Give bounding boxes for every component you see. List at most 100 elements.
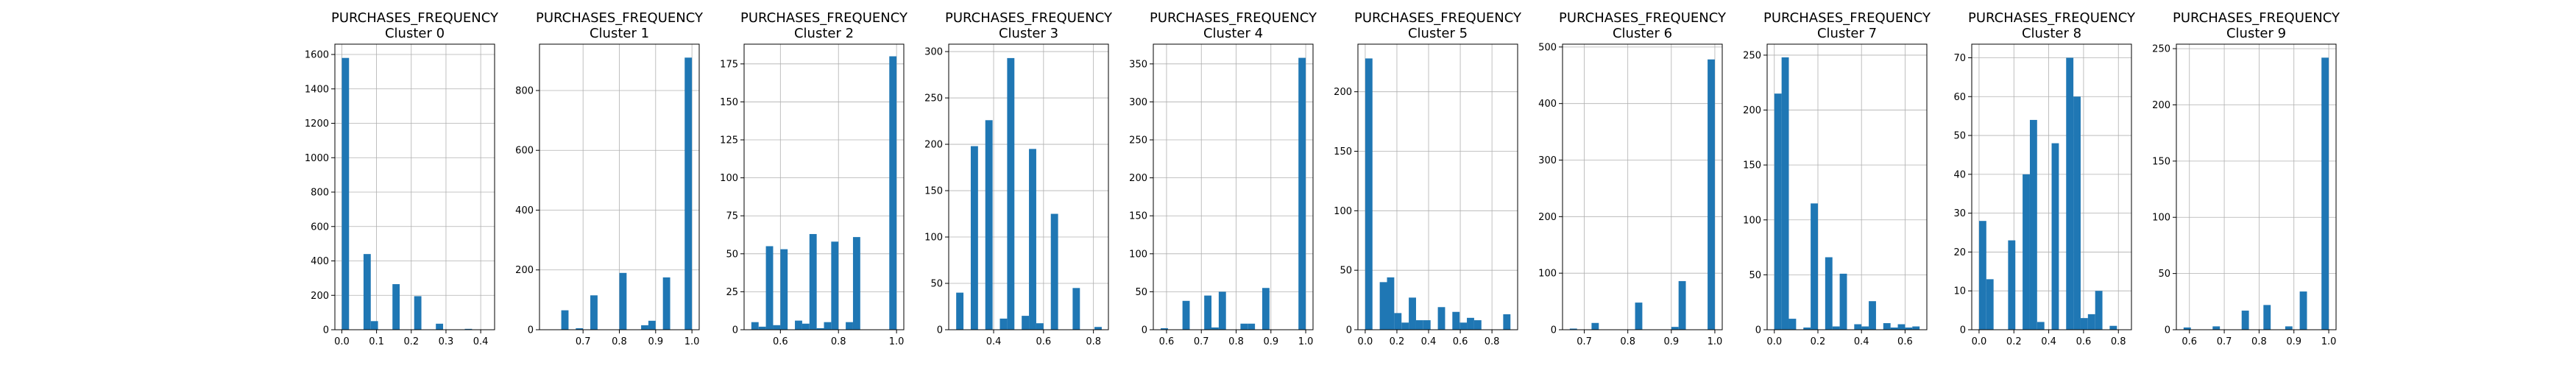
chart-title: PURCHASES_FREQUENCY — [1559, 10, 1727, 26]
x-tick-label: 0.6 — [1159, 336, 1175, 347]
y-tick-label: 40 — [1953, 169, 1966, 180]
chart-title: PURCHASES_FREQUENCY — [1354, 10, 1522, 26]
axes-frame — [1971, 43, 2132, 330]
histogram-bar — [1883, 323, 1891, 330]
subplot-cluster-0: 0.0 0.1 0.2 0.3 0.4 0 200 400 600 800 1000 1200 1400… — [305, 10, 499, 347]
x-tick-label: 0.0 — [1766, 336, 1782, 347]
y-tick-label: 350 — [1129, 59, 1147, 70]
histogram-bar — [2095, 291, 2103, 330]
y-tick-label: 10 — [1953, 286, 1966, 297]
x-tick-label: 1.0 — [889, 336, 905, 347]
histogram-bar — [956, 292, 964, 330]
x-tick-label: 0.6 — [2182, 336, 2197, 347]
histogram-bar — [1387, 277, 1395, 330]
histogram-bar — [2073, 96, 2081, 330]
histogram-bar — [2212, 326, 2221, 330]
y-tick-label: 250 — [1743, 50, 1761, 61]
y-tick-label: 250 — [1129, 135, 1147, 146]
subplot-cluster-1: 0.7 0.8 0.9 1.0 0 200 400 600 800 PURCHASES_FREQU… — [515, 10, 704, 347]
subplot-cluster-7: 0.0 0.2 0.4 0.6 0 50 100 150 200 250 PURCHASES_FRE… — [1743, 10, 1931, 347]
chart-subtitle: Cluster 8 — [2022, 26, 2081, 41]
y-tick-label: 50 — [1135, 287, 1147, 298]
y-tick-label: 800 — [311, 188, 329, 199]
histogram-bar — [2029, 119, 2037, 330]
histogram-bar — [1912, 326, 1920, 330]
x-tick-label: 0.4 — [1421, 336, 1437, 347]
subplot-cluster-5: 0.0 0.2 0.4 0.6 0.8 0 50 100 150 200 PURCHASES_FRE… — [1334, 10, 1522, 347]
y-tick-label: 50 — [726, 249, 738, 260]
subplot-cluster-3: 0.4 0.6 0.8 0 50 100 150 200 250 300 PURCHASES_FRE… — [924, 10, 1113, 347]
axes-frame — [948, 43, 1109, 330]
x-tick-label: 0.4 — [986, 336, 1002, 347]
y-tick-label: 0 — [2165, 325, 2170, 336]
subplot-cluster-2: 0.6 0.8 1.0 0 25 50 75 100 125 150 175 PURCHASES_FR… — [720, 10, 908, 347]
x-tick-label: 0.6 — [1453, 336, 1468, 347]
histogram-bar — [1473, 320, 1482, 330]
chart-subtitle: Cluster 4 — [1203, 26, 1263, 41]
y-tick-label: 100 — [1743, 215, 1761, 226]
histogram-bar — [1094, 327, 1102, 330]
histogram-bar — [1401, 322, 1409, 330]
histogram-bar — [464, 328, 473, 330]
axes-frame — [334, 43, 495, 330]
y-tick-label: 25 — [726, 287, 738, 298]
y-tick-label: 175 — [720, 59, 738, 70]
x-tick-label: 0.8 — [1620, 336, 1635, 347]
histogram-bar — [1803, 328, 1811, 330]
histogram-bar — [1569, 328, 1577, 330]
chart-title: PURCHASES_FREQUENCY — [945, 10, 1113, 26]
histogram-bar — [1811, 203, 1818, 330]
histogram-bar — [1591, 322, 1599, 330]
histogram-bar — [2241, 311, 2249, 330]
x-tick-label: 0.7 — [576, 336, 591, 347]
x-tick-label: 0.8 — [2111, 336, 2126, 347]
histogram-bar — [363, 254, 371, 330]
histogram-bar — [1262, 288, 1270, 330]
histogram-bar — [1788, 319, 1797, 330]
histogram-bar — [2080, 318, 2088, 330]
histogram-bar — [590, 295, 598, 330]
histogram-bar — [999, 318, 1008, 330]
histogram-bar — [1248, 323, 1256, 330]
histogram-bar — [1467, 317, 1474, 330]
subplot-cluster-8: 0.0 0.2 0.4 0.6 0.8 0 10 20 30 40 50 60 70 PURCHASES_… — [1953, 10, 2136, 347]
y-tick-label: 200 — [924, 140, 943, 151]
chart-subtitle: Cluster 1 — [590, 26, 649, 41]
y-tick-label: 0 — [1346, 325, 1352, 336]
histogram-bar — [1452, 311, 1460, 330]
y-tick-label: 400 — [311, 256, 329, 267]
y-tick-label: 50 — [930, 279, 943, 290]
axes-frame — [1357, 43, 1518, 330]
x-tick-label: 0.0 — [1358, 336, 1373, 347]
histogram-bar — [1708, 59, 1715, 330]
histogram-bar — [684, 57, 693, 330]
y-tick-label: 50 — [1340, 266, 1352, 277]
histogram-bar — [970, 146, 978, 330]
chart-subtitle: Cluster 5 — [1408, 26, 1468, 41]
y-tick-label: 250 — [2152, 44, 2170, 55]
x-tick-label: 0.6 — [2076, 336, 2092, 347]
histogram-bar — [1298, 57, 1306, 330]
subplot-cluster-4: 0.6 0.7 0.8 0.9 1.0 0 50 100 150 200 250 300 350 PURC… — [1129, 10, 1317, 347]
histogram-bar — [780, 249, 788, 330]
y-tick-label: 60 — [1953, 92, 1966, 103]
y-tick-label: 300 — [1129, 97, 1147, 108]
histogram-bar — [1182, 300, 1190, 330]
y-tick-label: 200 — [1743, 105, 1761, 116]
histogram-bar — [576, 328, 584, 330]
histogram-bar — [1415, 320, 1423, 330]
histogram-bar — [758, 326, 766, 330]
y-tick-label: 200 — [1334, 87, 1352, 98]
histogram-bar — [370, 321, 378, 330]
x-tick-label: 1.0 — [2321, 336, 2337, 347]
histogram-bar — [816, 328, 824, 330]
histogram-bar — [1409, 297, 1416, 330]
y-tick-label: 0 — [937, 325, 943, 336]
chart-subtitle: Cluster 3 — [999, 26, 1058, 41]
histogram-bar — [2051, 143, 2059, 330]
x-tick-label: 0.1 — [369, 336, 384, 347]
histogram-bar — [1897, 324, 1906, 330]
y-tick-label: 50 — [2158, 269, 2170, 280]
y-tick-label: 100 — [1334, 206, 1352, 217]
y-tick-label: 200 — [515, 265, 534, 276]
